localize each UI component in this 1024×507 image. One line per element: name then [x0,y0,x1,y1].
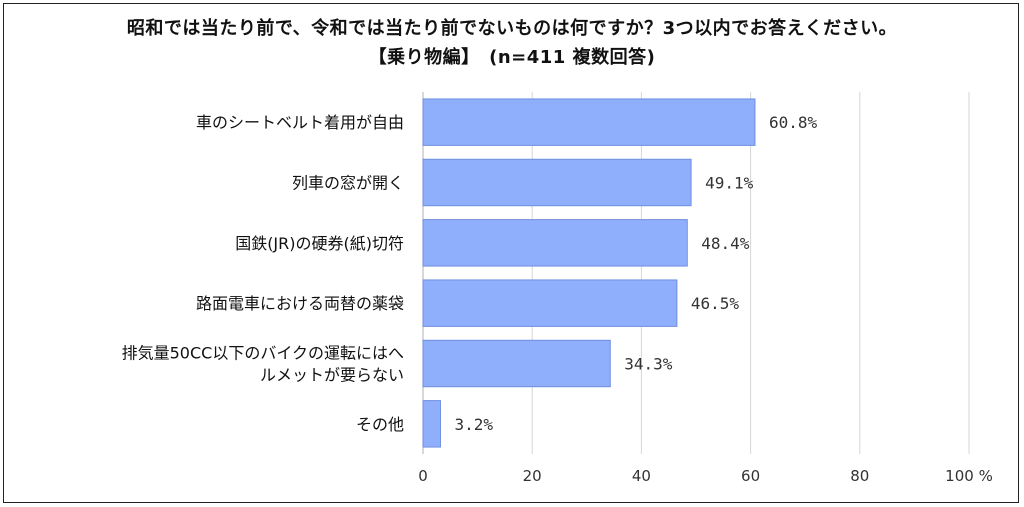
category-label-0: 車のシートベルト着用が自由 [196,113,404,132]
category-label-1: 列車の窓が開く [292,174,404,193]
x-tick-label-100: 100 % [945,467,993,485]
category-label-3: 路面電車における両替の薬袋 [196,294,404,313]
category-label-2: 国鉄(JR)の硬券(紙)切符 [235,234,404,253]
bar-1 [422,158,692,207]
category-label-3-line-0: 路面電車における両替の薬袋 [196,294,404,313]
value-label-5: 3.2% [454,415,493,434]
category-label-0-line-0: 車のシートベルト着用が自由 [196,113,404,132]
bar-2 [422,219,688,267]
category-label-4-line-1: ルメットが要らない [260,366,404,385]
value-label-0: 60.8% [769,113,818,132]
category-label-4: 排気量50CC以下のバイクの運転にはへルメットが要らない [122,344,404,385]
chart-title: 昭和では当たり前で、令和では当たり前でないものは何ですか？3つ以内でお答えくださ… [126,18,898,39]
bar-5 [422,400,441,448]
x-tick-label-60: 60 [741,467,760,485]
x-tick-label-80: 80 [850,467,869,485]
value-label-3: 46.5% [691,294,740,313]
category-label-4-line-0: 排気量50CC以下のバイクの運転にはへ [122,344,404,363]
chart-subtitle: 【乗り物編】 (n=411 複数回答) [368,47,656,68]
category-label-2-line-0: 国鉄(JR)の硬券(紙)切符 [235,234,404,253]
bar-4 [422,339,611,388]
category-label-1-line-0: 列車の窓が開く [292,174,404,193]
x-tick-label-20: 20 [523,467,542,485]
value-label-2: 48.4% [701,234,750,253]
value-label-4: 34.3% [624,355,673,374]
value-label-1: 49.1% [705,174,754,193]
x-tick-label-40: 40 [632,467,651,485]
category-label-5: その他 [356,415,404,434]
x-tick-label-0: 0 [418,467,428,485]
bar-3 [422,279,678,327]
category-label-5-line-0: その他 [356,415,404,434]
bar-0 [422,98,756,146]
